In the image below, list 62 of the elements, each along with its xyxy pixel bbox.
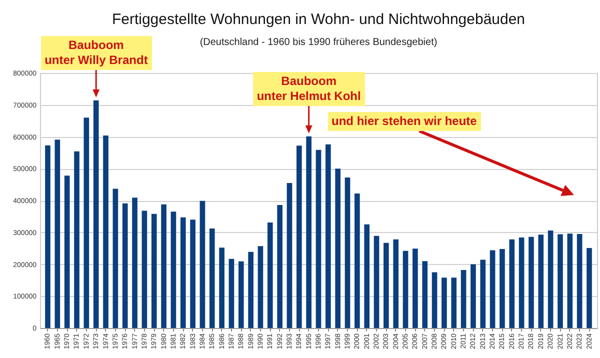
bar [538, 234, 544, 328]
bar [344, 178, 350, 328]
bar [402, 250, 408, 328]
bar [170, 212, 176, 328]
bar [112, 188, 118, 328]
bar [326, 144, 331, 328]
bar [161, 204, 166, 328]
bar [151, 214, 157, 328]
bar [45, 145, 50, 328]
bar [412, 248, 418, 328]
bar [548, 230, 554, 328]
bar [470, 264, 476, 328]
annotation: Bauboom unter Helmut Kohl [252, 72, 365, 106]
bar [586, 248, 592, 328]
bar [567, 234, 573, 328]
bar [384, 242, 389, 328]
bar [64, 176, 70, 328]
bar [558, 234, 563, 328]
annotation: und hier stehen wir heute [328, 112, 481, 131]
bar [316, 150, 322, 328]
bar [442, 278, 447, 328]
bar [200, 200, 206, 328]
bar [460, 270, 466, 328]
chart-subtitle: (Deutschland - 1960 bis 1990 früheres Bundesgebiet) [200, 37, 438, 48]
bar [238, 261, 244, 328]
bar [500, 248, 505, 328]
bar [335, 168, 340, 328]
bar [190, 220, 196, 328]
bar [432, 272, 438, 328]
bar [422, 261, 428, 328]
chart-title: Fertiggestellte Wohnungen in Wohn- und Nichtwohngebäuden [112, 11, 526, 28]
bar [393, 239, 399, 328]
bar [528, 236, 534, 328]
bar [248, 252, 254, 328]
bar [267, 222, 273, 328]
bar [576, 234, 582, 328]
bar [258, 246, 264, 328]
bar [132, 198, 138, 328]
bar [54, 140, 60, 328]
bar [296, 146, 302, 328]
bar [142, 210, 148, 328]
bar [518, 237, 524, 328]
bar [451, 278, 457, 328]
bar [286, 182, 292, 328]
bar [490, 250, 496, 328]
bar [93, 100, 99, 328]
bar [74, 151, 80, 328]
bar [277, 204, 282, 328]
bar [228, 258, 234, 328]
bar [480, 260, 486, 328]
bar [306, 136, 312, 328]
bar [509, 239, 515, 328]
bar [219, 248, 224, 328]
bar [84, 118, 90, 328]
bar [374, 236, 380, 328]
bar [209, 228, 215, 328]
bar [180, 217, 186, 328]
bar [122, 203, 128, 328]
annotation: Bauboom unter Willy Brandt [40, 36, 152, 70]
bar [103, 135, 108, 328]
bar [354, 193, 360, 328]
bar [364, 224, 370, 328]
